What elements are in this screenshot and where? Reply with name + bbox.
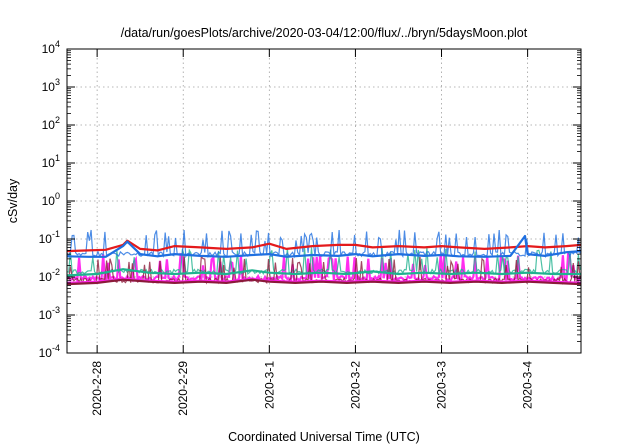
x-tick-label: 2020-3-4 (521, 361, 535, 409)
y-tick-label: 102 (42, 115, 60, 132)
x-axis-label: Coordinated Universal Time (UTC) (228, 430, 420, 444)
y-tick-label: 10-3 (39, 305, 60, 322)
series-spike-trace (66, 229, 581, 259)
x-tick-label: 2020-2-28 (90, 361, 104, 416)
x-tick-label: 2020-3-1 (262, 361, 276, 409)
y-tick-label: 104 (42, 39, 60, 56)
y-tick-label: 10-1 (39, 229, 60, 246)
y-tick-label: 100 (42, 191, 60, 208)
chart-title: /data/run/goesPlots/archive/2020-03-04/1… (121, 26, 528, 40)
x-tick-label: 2020-2-29 (176, 361, 190, 416)
series-line-3 (66, 268, 581, 277)
y-tick-label: 10-4 (39, 343, 60, 360)
series-line-2 (66, 234, 582, 258)
ticks (67, 48, 581, 354)
y-tick-labels: 10-4 10-3 10-2 10-1 100 101 102 103 104 (39, 39, 60, 360)
y-axis-label: cSv/day (6, 178, 20, 223)
series-layer (66, 234, 582, 286)
y-tick-label: 101 (42, 153, 60, 170)
x-tick-labels: 2020-2-28 2020-2-29 2020-3-1 2020-3-2 2020-3… (90, 361, 534, 416)
grid (67, 49, 581, 353)
series-line-1 (66, 239, 582, 253)
y-tick-label: 10-2 (39, 267, 60, 284)
series-line-5 (66, 278, 582, 286)
y-tick-label: 103 (42, 77, 60, 94)
x-tick-label: 2020-3-3 (435, 361, 449, 409)
x-tick-label: 2020-3-2 (348, 361, 362, 409)
